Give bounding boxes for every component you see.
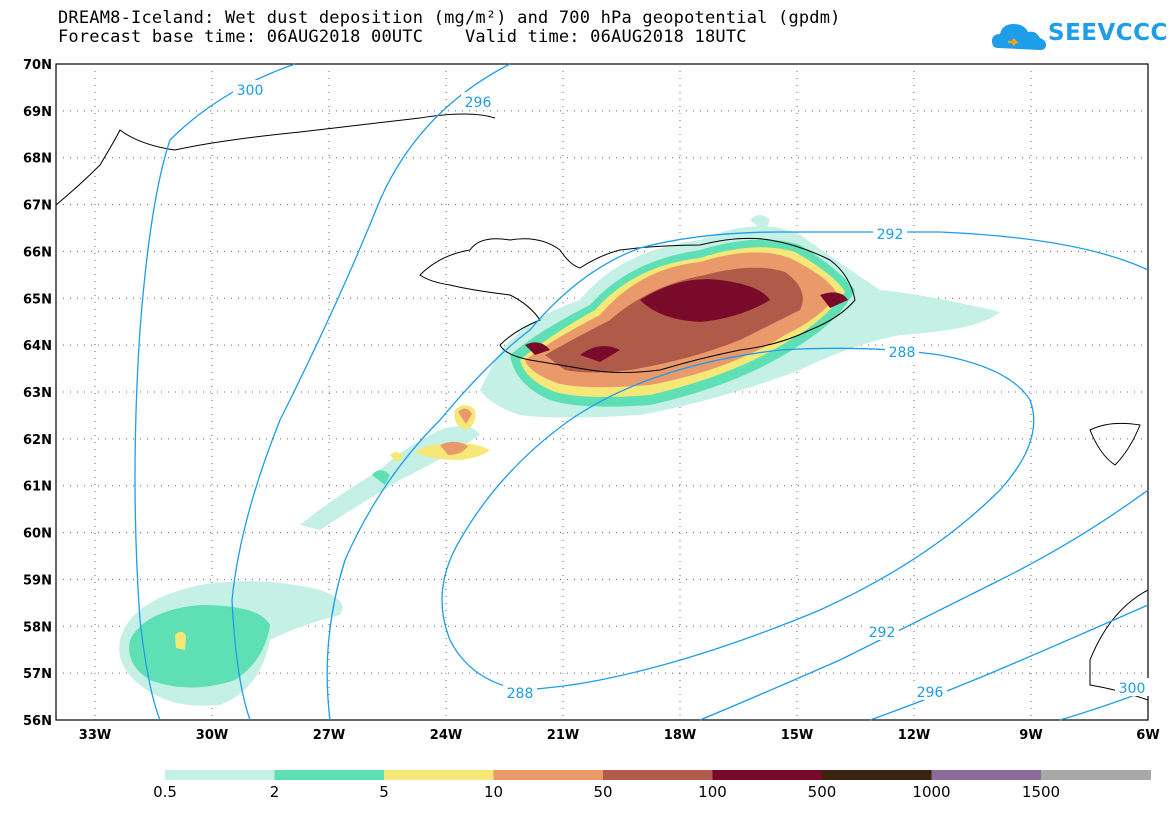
colorbar-label: 50: [593, 783, 613, 801]
lat-tick-label: 70N: [23, 58, 52, 73]
logo-text: SEEVCCC: [1048, 20, 1168, 46]
lon-tick-label: 15W: [781, 728, 813, 743]
colorbar-label: 100: [698, 783, 727, 801]
lon-tick-label: 9W: [1019, 728, 1042, 743]
lat-tick-label: 62N: [23, 433, 52, 448]
colorbar-label: 10: [483, 783, 504, 801]
geopotential-contours: [134, 63, 1149, 721]
lat-tick-label: 69N: [23, 105, 52, 120]
contour-label: 296: [465, 95, 492, 111]
lat-tick-label: 66N: [23, 245, 52, 260]
colorbar-segment: [274, 770, 385, 780]
colorbar-label: 500: [807, 783, 837, 801]
lon-tick-label: 12W: [898, 728, 930, 743]
contour-label: 292: [869, 625, 896, 641]
contour-label: 288: [507, 686, 534, 702]
lat-tick-label: 60N: [23, 527, 52, 542]
lon-tick-label: 21W: [547, 728, 579, 743]
colorbar-label: 1000: [912, 783, 951, 801]
contour-label: 300: [237, 83, 264, 99]
colorbar-label: 1500: [1021, 783, 1061, 801]
colorbar-segment: [712, 770, 823, 780]
lat-tick-label: 57N: [23, 667, 52, 682]
lat-tick-label: 59N: [23, 573, 52, 588]
chart-title-line2: Forecast base time: 06AUG2018 00UTC Vali…: [58, 27, 747, 47]
cloud-logo-icon: [992, 24, 1046, 50]
lon-tick-label: 27W: [313, 728, 345, 743]
lon-tick-label: 24W: [430, 728, 462, 743]
colorbar-label: 5: [379, 783, 389, 801]
colorbar-label: 2: [269, 783, 280, 801]
lat-tick-label: 61N: [23, 480, 52, 495]
colorbar-segment: [931, 770, 1042, 780]
lon-tick-label: 33W: [79, 728, 111, 743]
colorbar-segment: [493, 770, 604, 780]
colorbar-label: 0.5: [153, 783, 177, 801]
contour-label: 300: [1119, 681, 1146, 697]
lat-tick-label: 64N: [23, 339, 52, 354]
contour-label: 296: [917, 685, 944, 701]
contour-label: 292: [877, 227, 904, 243]
dust-deposition-field: [119, 215, 1000, 706]
lat-tick-label: 68N: [23, 152, 52, 167]
lat-tick-label: 65N: [23, 292, 52, 307]
contour-labels: 300 296 292 288 288 292 296 300: [233, 80, 1149, 702]
lat-tick-label: 56N: [23, 714, 52, 729]
contour-label: 288: [889, 345, 916, 361]
colorbar-segment: [822, 770, 932, 780]
colorbar-segment: [603, 770, 713, 780]
lon-tick-label: 30W: [196, 728, 228, 743]
colorbar-segment: [384, 770, 494, 780]
lon-tick-label: 18W: [664, 728, 696, 743]
lon-tick-label: 6W: [1136, 728, 1159, 743]
chart-title-line1: DREAM8-Iceland: Wet dust deposition (mg/…: [58, 8, 841, 28]
colorbar-segment: [1041, 770, 1151, 780]
coastlines: [55, 113, 1149, 701]
lat-tick-label: 58N: [23, 620, 52, 635]
lat-tick-label: 67N: [23, 199, 52, 214]
lat-tick-label: 63N: [23, 386, 52, 401]
colorbar-segment: [165, 770, 275, 780]
